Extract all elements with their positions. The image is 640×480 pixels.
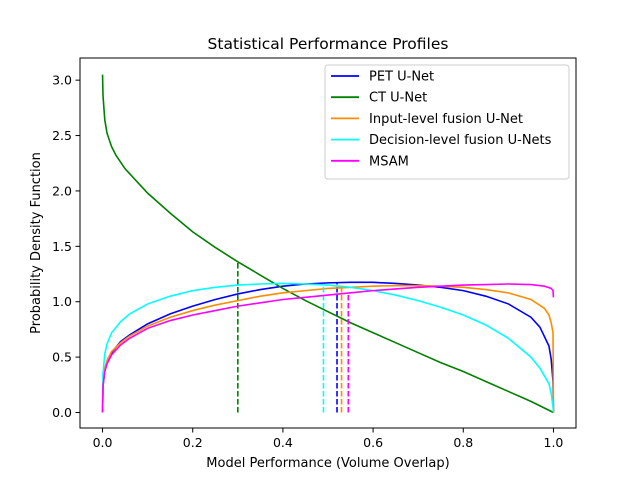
axes-frame [79,57,577,429]
series-line-msam [101,283,555,413]
y-axis-label: Probability Density Function [29,152,44,334]
x-tick-label: 1.0 [544,435,564,450]
y-tick-label: 2.0 [52,183,72,198]
legend-label: MSAM [369,154,409,169]
y-tick-label: 0.0 [52,405,72,420]
y-tick-label: 1.5 [52,239,72,254]
x-tick-label: 0.0 [93,435,113,450]
legend-label: Input-level fusion U-Net [369,112,523,127]
x-tick-label: 0.6 [363,435,383,450]
x-tick-label: 0.8 [453,435,473,450]
legend-label: Decision-level fusion U-Nets [369,133,552,148]
y-tick-label: 1.0 [52,294,72,309]
series-line-decision-level-fusion-u-nets [101,282,555,413]
y-tick-label: 0.5 [52,350,72,365]
y-tick-label: 3.0 [52,73,72,88]
axis-ticks: 0.0 0.2 0.4 0.6 0.8 1.0 0.0 0.5 1.0 1.5 2.0 2.5 3.0 [52,73,563,450]
plot-area [101,74,555,414]
series-line-ct-u-net [101,74,554,414]
series-line-input-level-fusion-u-net [101,284,555,413]
chart-title: Statistical Performance Profiles [208,35,449,53]
legend-label: PET U-Net [369,70,434,85]
legend-label: CT U-Net [369,91,427,106]
y-tick-label: 2.5 [52,128,72,143]
x-tick-label: 0.4 [273,435,293,450]
legend-box [324,64,570,180]
x-tick-label: 0.2 [183,435,203,450]
legend: PET U-Net CT U-Net Input-level fusion U-Ne… [324,64,570,180]
x-axis-label: Model Performance (Volume Overlap) [206,456,449,471]
